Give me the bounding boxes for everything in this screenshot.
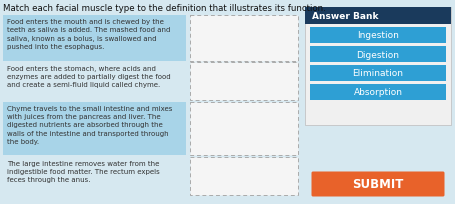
Bar	[190, 63, 298, 101]
Bar	[304, 8, 450, 25]
Bar	[309, 28, 445, 44]
Text: Absorption: Absorption	[353, 88, 402, 97]
Bar	[3, 63, 186, 101]
Bar	[190, 157, 298, 195]
Bar	[3, 157, 186, 195]
Bar	[309, 66, 445, 82]
Bar	[309, 47, 445, 63]
Bar	[304, 8, 450, 125]
Text: Answer Bank: Answer Bank	[311, 12, 378, 21]
Text: The large intestine removes water from the
indigestible food matter. The rectum : The large intestine removes water from t…	[7, 160, 159, 183]
Text: SUBMIT: SUBMIT	[352, 178, 403, 191]
Bar	[309, 85, 445, 101]
Text: Ingestion: Ingestion	[356, 31, 398, 40]
Bar	[190, 102, 298, 155]
Text: Chyme travels to the small intestine and mixes
with juices from the pancreas and: Chyme travels to the small intestine and…	[7, 105, 172, 144]
FancyBboxPatch shape	[311, 172, 444, 196]
Bar	[3, 16, 186, 62]
Text: Food enters the stomach, where acids and
enzymes are added to partially digest t: Food enters the stomach, where acids and…	[7, 66, 170, 88]
Bar	[3, 102, 186, 155]
Text: Match each facial muscle type to the definition that illustrates its function.: Match each facial muscle type to the def…	[3, 4, 325, 13]
Text: Elimination: Elimination	[352, 69, 403, 78]
Text: Digestion: Digestion	[356, 50, 399, 59]
Bar	[190, 16, 298, 62]
Text: Food enters the mouth and is chewed by the
teeth as saliva is added. The mashed : Food enters the mouth and is chewed by t…	[7, 19, 170, 50]
